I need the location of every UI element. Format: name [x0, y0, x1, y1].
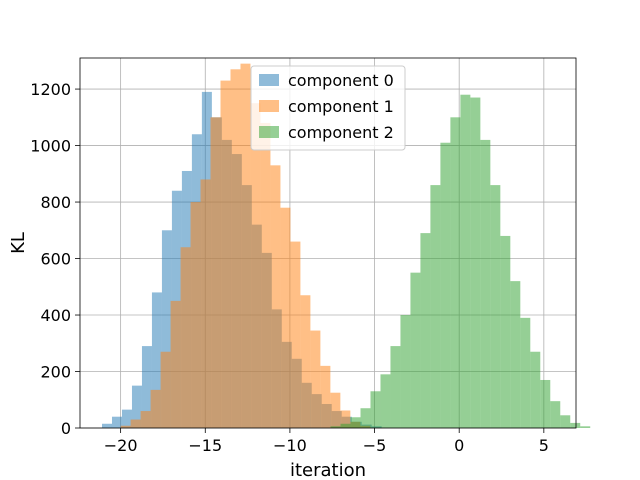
- histogram-bar: [131, 385, 142, 428]
- histogram-bar: [160, 351, 171, 428]
- histogram-bar: [200, 179, 211, 428]
- histogram-bar: [300, 295, 311, 428]
- histogram-bar: [161, 230, 172, 428]
- y-axis-title: KL: [8, 232, 29, 254]
- histogram-bar: [280, 207, 291, 428]
- x-tick-label: 5: [539, 436, 549, 455]
- histogram-bar: [240, 63, 251, 428]
- legend-swatch: [259, 126, 279, 138]
- y-tick-label: 400: [40, 306, 71, 325]
- histogram-bar: [550, 401, 561, 428]
- legend-label: component 2: [288, 123, 394, 142]
- y-tick-label: 1200: [30, 80, 71, 99]
- histogram-bar: [151, 292, 162, 428]
- histogram-bar: [230, 69, 241, 429]
- histogram-bar: [180, 247, 191, 428]
- histogram-bar: [500, 235, 511, 428]
- histogram-bar: [460, 94, 471, 428]
- histogram-bar: [410, 272, 421, 428]
- histogram-bar: [580, 426, 591, 428]
- histogram-bar: [470, 97, 481, 428]
- legend-swatch: [259, 100, 279, 112]
- histogram-bar: [170, 300, 181, 428]
- legend: component 0 component 1 component 2: [250, 65, 406, 151]
- histogram-bar: [190, 202, 201, 428]
- x-tick-label: −15: [188, 436, 222, 455]
- histogram-bar: [290, 241, 301, 428]
- histogram-bar: [120, 425, 131, 428]
- histogram-bar: [102, 423, 112, 428]
- x-tick-label: −20: [104, 436, 138, 455]
- histogram-bar: [570, 422, 581, 428]
- histogram-bar: [141, 346, 152, 428]
- histogram-bar: [560, 415, 571, 428]
- histogram-bar: [450, 117, 461, 428]
- histogram-bar: [121, 409, 132, 428]
- histogram-bar: [380, 374, 391, 428]
- histogram-bar: [270, 165, 281, 428]
- histogram-bar: [220, 80, 231, 428]
- histogram-bar: [510, 281, 521, 428]
- legend-swatch: [259, 74, 279, 86]
- histogram-bar: [140, 411, 151, 428]
- y-tick-label: 600: [40, 250, 71, 269]
- histogram-bar: [260, 122, 271, 429]
- histogram-bar: [350, 417, 361, 428]
- y-tick-label: 800: [40, 193, 71, 212]
- plot-frame: [79, 57, 577, 429]
- histogram-bar: [150, 389, 161, 428]
- histogram-bar: [320, 365, 331, 428]
- y-tick-label: 0: [61, 419, 71, 438]
- legend-label: component 1: [288, 97, 394, 116]
- series-2-bars: [330, 94, 591, 429]
- x-axis-title: iteration: [290, 460, 366, 480]
- histogram-bar: [340, 423, 351, 428]
- y-tick-label: 200: [40, 363, 71, 382]
- histogram-bar: [390, 346, 401, 428]
- histogram-bar: [430, 185, 441, 428]
- histogram-bar: [310, 330, 321, 428]
- histogram-bar: [330, 426, 341, 428]
- histogram-bar: [400, 315, 411, 428]
- legend-label: component 0: [288, 71, 394, 90]
- x-tick-label: 0: [454, 436, 464, 455]
- histogram-bar: [480, 139, 491, 429]
- histogram-bar: [370, 391, 381, 428]
- histogram-bars: [102, 63, 591, 429]
- histogram-bar: [330, 392, 341, 428]
- x-tick-label: −10: [273, 436, 307, 455]
- histogram-bar: [340, 410, 351, 428]
- histogram-bar: [530, 351, 541, 428]
- legend-box: [250, 65, 406, 151]
- histogram-bar: [540, 379, 551, 428]
- histogram-bar: [360, 408, 371, 428]
- histogram-bar: [440, 142, 451, 428]
- x-tick-label: −5: [363, 436, 387, 455]
- y-tick-label: 1000: [30, 137, 71, 156]
- series-1-bars: [120, 63, 371, 429]
- histogram-bar: [420, 233, 431, 428]
- histogram-bar: [250, 103, 261, 428]
- histogram-bar: [111, 416, 122, 428]
- histogram-bar: [130, 419, 141, 428]
- histogram-bar: [520, 317, 531, 428]
- histogram-bar: [490, 185, 501, 428]
- y-axis-ticks: 0 200 400 600 800 1000 1200: [30, 80, 80, 438]
- x-axis-ticks: −20 −15 −10 −5 0 5: [104, 428, 549, 455]
- histogram-bar: [210, 117, 221, 428]
